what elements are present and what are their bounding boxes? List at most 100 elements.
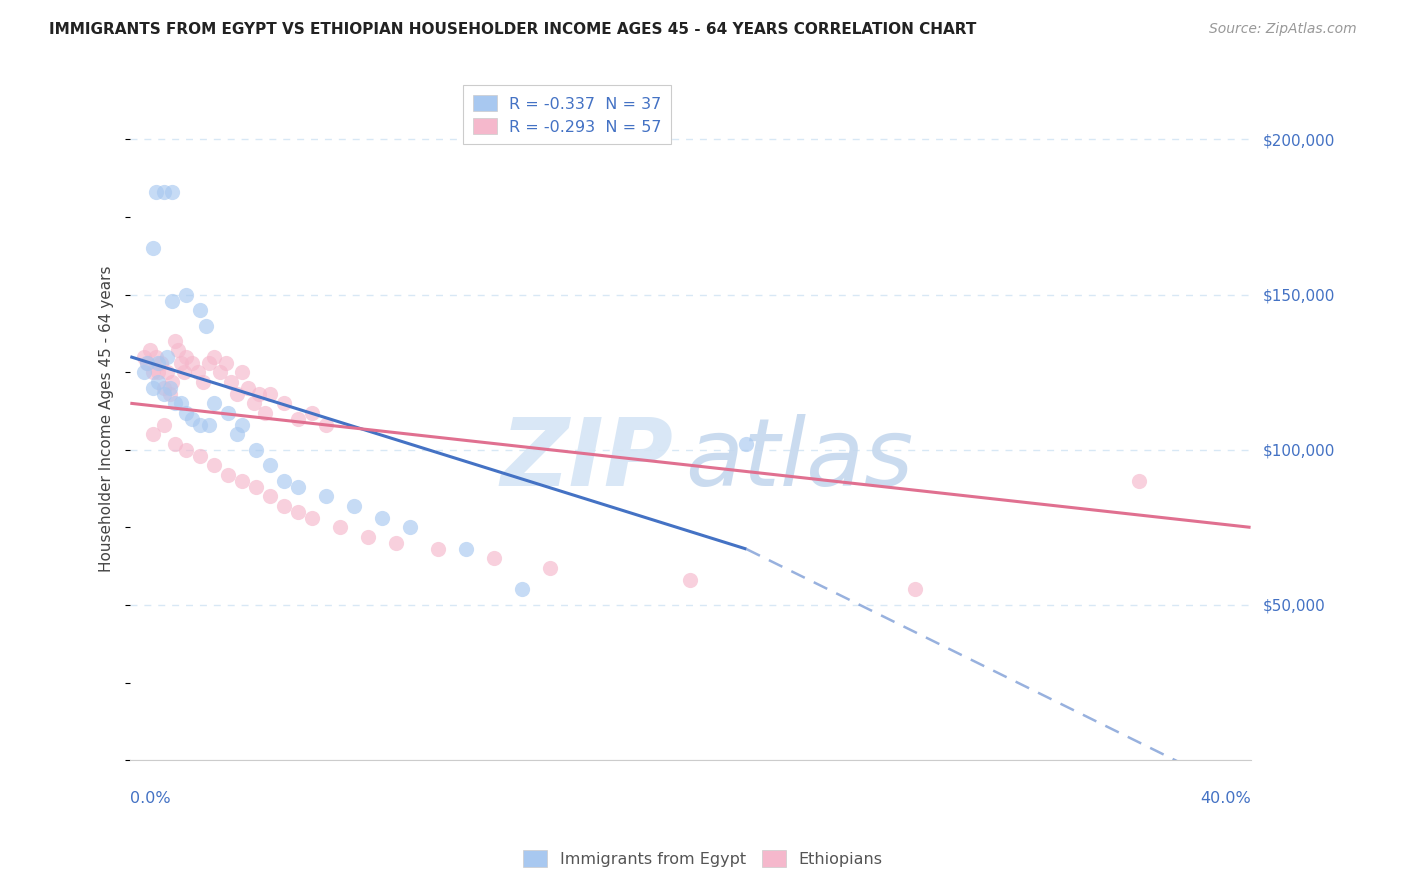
Point [176, 442, 198, 457]
Point [735, 436, 758, 450]
Point [679, 573, 702, 587]
Point [202, 350, 225, 364]
Point [202, 458, 225, 473]
Point [253, 406, 276, 420]
Point [191, 375, 214, 389]
Point [217, 467, 239, 482]
Point [176, 287, 198, 301]
Point [273, 474, 295, 488]
Point [315, 489, 337, 503]
Point [399, 520, 422, 534]
Point [165, 436, 187, 450]
Point [903, 582, 925, 597]
Point [159, 387, 181, 401]
Point [259, 387, 281, 401]
Point [153, 186, 176, 200]
Point [136, 356, 159, 370]
Point [188, 303, 211, 318]
Point [427, 542, 450, 557]
Text: ZIP: ZIP [501, 414, 673, 506]
Point [145, 350, 167, 364]
Point [225, 387, 247, 401]
Point [231, 417, 253, 432]
Text: IMMIGRANTS FROM EGYPT VS ETHIOPIAN HOUSEHOLDER INCOME AGES 45 - 64 YEARS CORRELA: IMMIGRANTS FROM EGYPT VS ETHIOPIAN HOUSE… [49, 22, 977, 37]
Point [148, 356, 170, 370]
Point [247, 387, 270, 401]
Point [145, 186, 167, 200]
Point [156, 365, 179, 379]
Y-axis label: Householder Income Ages 45 - 64 years: Householder Income Ages 45 - 64 years [100, 266, 114, 572]
Point [134, 365, 156, 379]
Point [187, 365, 209, 379]
Point [259, 489, 281, 503]
Point [136, 356, 159, 370]
Point [173, 365, 195, 379]
Point [287, 411, 309, 425]
Point [1128, 474, 1150, 488]
Point [176, 350, 198, 364]
Point [139, 343, 162, 358]
Point [159, 381, 181, 395]
Point [245, 442, 267, 457]
Point [456, 542, 478, 557]
Point [162, 186, 184, 200]
Point [219, 375, 242, 389]
Legend: Immigrants from Egypt, Ethiopians: Immigrants from Egypt, Ethiopians [517, 844, 889, 873]
Point [134, 350, 156, 364]
Point [142, 365, 165, 379]
Point [329, 520, 352, 534]
Point [236, 381, 259, 395]
Point [170, 356, 193, 370]
Point [153, 387, 176, 401]
Point [484, 551, 506, 566]
Point [245, 480, 267, 494]
Point [231, 365, 253, 379]
Point [202, 396, 225, 410]
Point [148, 375, 170, 389]
Point [194, 318, 217, 333]
Point [142, 381, 165, 395]
Point [301, 511, 323, 525]
Point [512, 582, 534, 597]
Point [165, 334, 187, 348]
Point [208, 365, 231, 379]
Point [150, 356, 173, 370]
Point [181, 411, 204, 425]
Point [225, 427, 247, 442]
Text: Source: ZipAtlas.com: Source: ZipAtlas.com [1209, 22, 1357, 37]
Point [188, 449, 211, 463]
Legend: R = -0.337  N = 37, R = -0.293  N = 57: R = -0.337 N = 37, R = -0.293 N = 57 [463, 86, 672, 145]
Text: 0.0%: 0.0% [131, 790, 172, 805]
Point [343, 499, 366, 513]
Point [142, 427, 165, 442]
Point [170, 396, 193, 410]
Text: 40.0%: 40.0% [1199, 790, 1250, 805]
Point [162, 375, 184, 389]
Point [231, 474, 253, 488]
Point [142, 241, 165, 255]
Point [315, 417, 337, 432]
Point [153, 417, 176, 432]
Point [197, 356, 219, 370]
Point [287, 480, 309, 494]
Point [538, 560, 561, 574]
Point [273, 396, 295, 410]
Point [148, 365, 170, 379]
Text: atlas: atlas [685, 414, 912, 505]
Point [162, 293, 184, 308]
Point [301, 406, 323, 420]
Point [153, 381, 176, 395]
Point [197, 417, 219, 432]
Point [181, 356, 204, 370]
Point [165, 396, 187, 410]
Point [273, 499, 295, 513]
Point [176, 406, 198, 420]
Point [287, 505, 309, 519]
Point [385, 536, 408, 550]
Point [242, 396, 264, 410]
Point [371, 511, 394, 525]
Point [156, 350, 179, 364]
Point [357, 530, 380, 544]
Point [214, 356, 236, 370]
Point [217, 406, 239, 420]
